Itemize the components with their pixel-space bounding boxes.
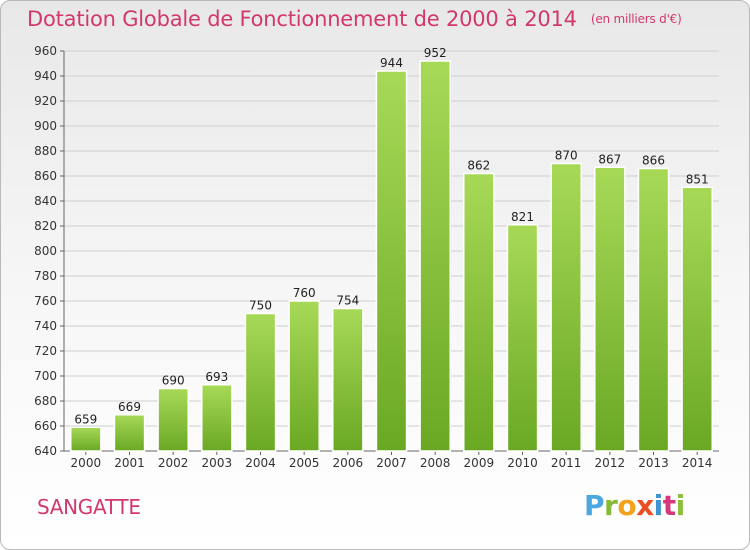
bar-2000 <box>70 426 102 452</box>
x-tick-label-2000: 2000 <box>71 456 102 470</box>
proxiti-logo: Proxiti <box>584 489 685 522</box>
y-tick-label: 920 <box>34 94 57 108</box>
bar-2009 <box>463 172 495 452</box>
value-label-2000: 659 <box>74 412 97 426</box>
chart-unit: (en milliers d'€) <box>590 12 682 26</box>
chart-title: Dotation Globale de Fonctionnement de 20… <box>27 7 682 31</box>
y-tick-label: 800 <box>34 244 57 258</box>
value-label-2005: 760 <box>293 286 316 300</box>
x-tick-label-2012: 2012 <box>595 456 626 470</box>
y-tick-label: 740 <box>34 319 57 333</box>
bar-2012 <box>594 166 626 452</box>
x-tick-label-2002: 2002 <box>158 456 189 470</box>
value-label-2008: 952 <box>424 46 447 60</box>
x-tick-label-2008: 2008 <box>420 456 451 470</box>
y-tick-label: 720 <box>34 344 57 358</box>
x-tick-label-2004: 2004 <box>245 456 276 470</box>
value-label-2011: 870 <box>555 149 578 163</box>
y-tick-label: 960 <box>34 44 57 58</box>
bar-2010 <box>506 224 539 452</box>
bars <box>70 60 713 452</box>
x-tick-label-2013: 2013 <box>638 456 669 470</box>
bar-2003 <box>201 384 233 452</box>
x-tick-label-2009: 2009 <box>464 456 495 470</box>
y-tick-label: 640 <box>34 444 57 458</box>
value-label-2002: 690 <box>162 374 185 388</box>
bar-2011 <box>550 162 582 452</box>
x-tick-label-2001: 2001 <box>114 456 145 470</box>
value-label-2007: 944 <box>380 56 403 70</box>
x-tick-label-2006: 2006 <box>333 456 364 470</box>
data-labels: 659 669 690 693 750 760 754 944 952 862 821 870 867 8… <box>74 46 708 426</box>
bar-2013 <box>637 167 670 452</box>
y-tick-label: 680 <box>34 394 57 408</box>
bar-2005 <box>288 300 320 452</box>
y-tick-label: 660 <box>34 419 57 433</box>
y-tick-label: 860 <box>34 169 57 183</box>
y-tick-label: 820 <box>34 219 57 233</box>
x-tick-label-2005: 2005 <box>289 456 320 470</box>
bar-2014 <box>681 186 713 452</box>
bar-2007 <box>375 70 408 452</box>
value-label-2010: 821 <box>511 210 534 224</box>
y-tick-label: 940 <box>34 69 57 83</box>
value-label-2009: 862 <box>467 159 490 173</box>
x-tick-label-2014: 2014 <box>682 456 713 470</box>
value-label-2004: 750 <box>249 299 272 313</box>
y-tick-label: 700 <box>34 369 57 383</box>
x-tick-label-2010: 2010 <box>507 456 538 470</box>
bar-2001 <box>113 414 146 452</box>
value-label-2003: 693 <box>205 370 228 384</box>
value-label-2013: 866 <box>642 154 665 168</box>
bar-2004 <box>244 312 277 452</box>
value-label-2014: 851 <box>686 172 709 186</box>
bar-2008 <box>419 60 451 452</box>
value-label-2012: 867 <box>598 152 621 166</box>
commune-name: SANGATTE <box>37 495 141 519</box>
y-tick-label: 780 <box>34 269 57 283</box>
bar-2006 <box>332 307 364 452</box>
bar-2002 <box>157 387 189 452</box>
x-tick-label-2003: 2003 <box>202 456 233 470</box>
chart-title-text: Dotation Globale de Fonctionnement de 20… <box>27 7 577 31</box>
value-label-2006: 754 <box>336 294 359 308</box>
y-tick-label: 900 <box>34 119 57 133</box>
y-tick-label: 760 <box>34 294 57 308</box>
value-label-2001: 669 <box>118 400 141 414</box>
x-tick-label-2007: 2007 <box>376 456 407 470</box>
y-tick-label: 880 <box>34 144 57 158</box>
y-tick-label: 840 <box>34 194 57 208</box>
x-tick-label-2011: 2011 <box>551 456 582 470</box>
